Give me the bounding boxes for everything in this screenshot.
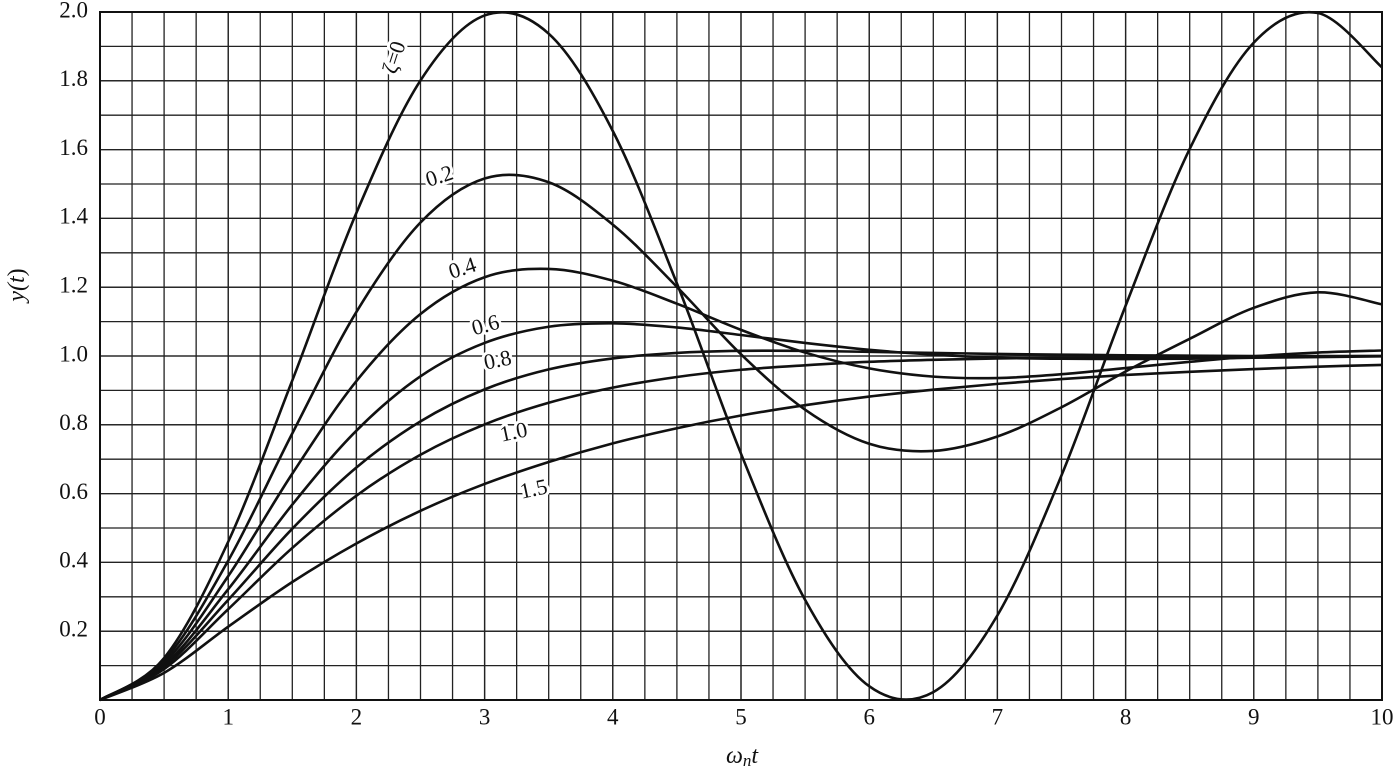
- x-tick-label: 8: [1120, 704, 1132, 729]
- y-tick-label: 1.4: [59, 204, 88, 229]
- y-label-part: ): [4, 268, 30, 276]
- x-tick-label: 10: [1371, 704, 1394, 729]
- x-tick-label: 6: [863, 704, 875, 729]
- x-tick-label: 4: [607, 704, 619, 729]
- curve: [99, 354, 1383, 702]
- x-label-part: ω: [726, 743, 743, 769]
- curve: [99, 267, 1383, 702]
- y-tick-label: 1.2: [59, 272, 88, 297]
- y-tick-label: 1.8: [59, 66, 88, 91]
- y-label-part: y(: [4, 281, 30, 304]
- curve-label: 1.0: [497, 417, 529, 447]
- y-label-part: t: [4, 275, 30, 283]
- y-axis-label: y(t): [4, 268, 30, 303]
- y-tick-label: 1.0: [59, 341, 88, 366]
- x-tick-label: 0: [94, 704, 106, 729]
- x-tick-label: 5: [735, 704, 747, 729]
- y-tick-label: 2.0: [59, 0, 88, 22]
- y-tick-label: 0.6: [59, 479, 88, 504]
- curve-label: 0.6: [469, 309, 502, 340]
- curve-label: 0.4: [445, 252, 479, 284]
- curve-label: 1.5: [517, 474, 549, 504]
- y-tick-label: 1.6: [59, 135, 88, 160]
- x-tick-label: 2: [351, 704, 363, 729]
- y-tick-label: 0.2: [59, 616, 88, 641]
- curve-label: ζ=0: [377, 38, 411, 77]
- curve-label: 0.8: [481, 345, 513, 375]
- curve: [99, 10, 1383, 702]
- y-tick-label: 0.8: [59, 410, 88, 435]
- curve: [99, 322, 1383, 702]
- x-tick-label: 9: [1248, 704, 1260, 729]
- x-tick-label: 7: [992, 704, 1004, 729]
- curve-label: 0.2: [422, 160, 456, 192]
- x-label-part: t: [751, 743, 759, 769]
- x-tick-label: 3: [479, 704, 491, 729]
- x-tick-label: 1: [222, 704, 234, 729]
- y-tick-label: 0.4: [59, 548, 88, 573]
- x-axis-label: ωnt: [726, 743, 759, 770]
- curve: [99, 363, 1383, 702]
- x-label-sub: n: [743, 751, 752, 770]
